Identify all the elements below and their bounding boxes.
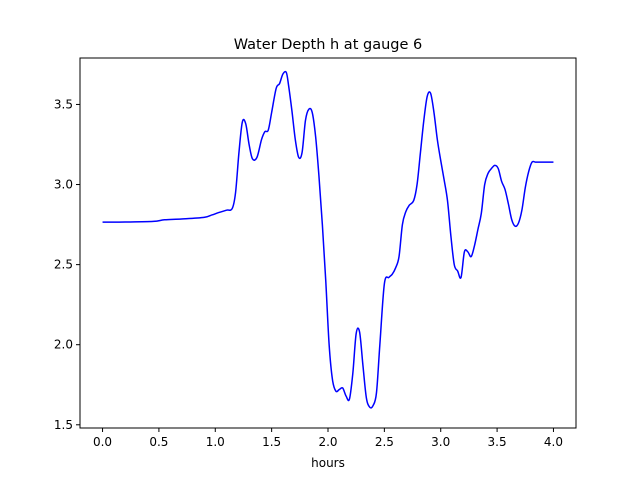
x-tick-label: 3.5 xyxy=(488,435,507,449)
y-tick-label: 3.0 xyxy=(54,178,73,192)
x-tick-label: 0.5 xyxy=(149,435,168,449)
chart-title: Water Depth h at gauge 6 xyxy=(234,37,422,53)
series-line xyxy=(102,70,554,409)
y-tick-label: 2.5 xyxy=(54,258,73,272)
y-tick-label: 3.5 xyxy=(54,97,73,111)
x-axis-label: hours xyxy=(311,456,345,470)
plot-frame xyxy=(79,57,577,429)
x-tick-label: 1.5 xyxy=(262,435,281,449)
x-tick-label: 4.0 xyxy=(544,435,563,449)
y-tick-label: 2.0 xyxy=(54,338,73,352)
y-axis: 1.5 2.0 2.5 3.0 3.5 xyxy=(54,97,80,432)
x-axis: 0.0 0.5 1.0 1.5 2.0 2.5 3.0 3.5 4.0 xyxy=(93,428,563,449)
x-tick-label: 2.0 xyxy=(318,435,337,449)
x-tick-label: 2.5 xyxy=(375,435,394,449)
y-tick-label: 1.5 xyxy=(54,418,73,432)
x-tick-label: 3.0 xyxy=(431,435,450,449)
x-tick-label: 1.0 xyxy=(206,435,225,449)
x-tick-label: 0.0 xyxy=(93,435,112,449)
plot-area xyxy=(102,70,554,409)
